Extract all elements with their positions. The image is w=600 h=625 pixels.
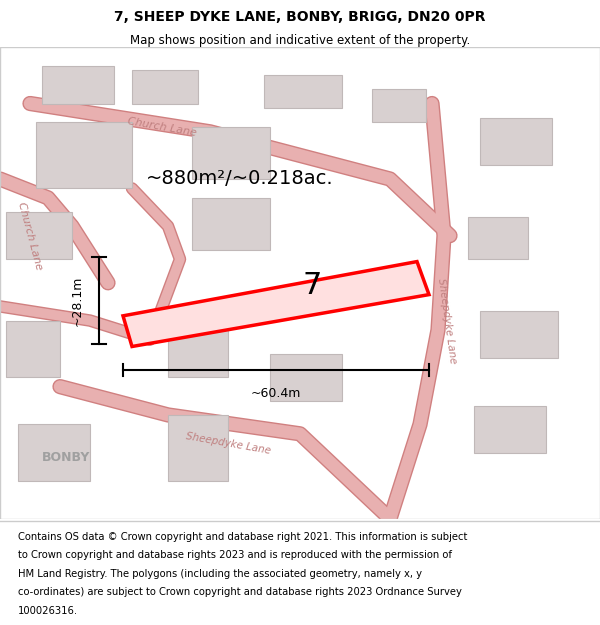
Polygon shape	[474, 406, 546, 452]
Text: ~28.1m: ~28.1m	[71, 276, 84, 326]
Text: 7, SHEEP DYKE LANE, BONBY, BRIGG, DN20 0PR: 7, SHEEP DYKE LANE, BONBY, BRIGG, DN20 0…	[114, 10, 486, 24]
Text: Contains OS data © Crown copyright and database right 2021. This information is : Contains OS data © Crown copyright and d…	[18, 531, 467, 541]
Polygon shape	[192, 127, 270, 179]
Text: 100026316.: 100026316.	[18, 606, 78, 616]
Polygon shape	[480, 311, 558, 358]
Polygon shape	[468, 217, 528, 259]
Polygon shape	[36, 122, 132, 189]
Text: Church Lane: Church Lane	[16, 201, 44, 271]
Polygon shape	[168, 415, 228, 481]
Polygon shape	[123, 262, 429, 346]
Polygon shape	[6, 321, 60, 377]
Polygon shape	[192, 198, 270, 250]
Text: Sheepdyke Lane: Sheepdyke Lane	[185, 431, 271, 456]
Polygon shape	[264, 75, 342, 108]
Polygon shape	[132, 71, 198, 104]
Text: BONBY: BONBY	[42, 451, 91, 464]
Polygon shape	[480, 118, 552, 165]
Text: Sheepdyke Lane: Sheepdyke Lane	[436, 278, 458, 364]
Text: Map shows position and indicative extent of the property.: Map shows position and indicative extent…	[130, 34, 470, 47]
Polygon shape	[372, 89, 426, 122]
Polygon shape	[270, 354, 342, 401]
Text: ~60.4m: ~60.4m	[251, 387, 301, 399]
Polygon shape	[18, 424, 90, 481]
Text: 7: 7	[302, 271, 322, 299]
Text: to Crown copyright and database rights 2023 and is reproduced with the permissio: to Crown copyright and database rights 2…	[18, 550, 452, 560]
Polygon shape	[6, 212, 72, 259]
Text: ~880m²/~0.218ac.: ~880m²/~0.218ac.	[146, 169, 334, 189]
Text: co-ordinates) are subject to Crown copyright and database rights 2023 Ordnance S: co-ordinates) are subject to Crown copyr…	[18, 588, 462, 598]
Polygon shape	[42, 66, 114, 104]
Text: Church Lane: Church Lane	[127, 116, 197, 138]
Polygon shape	[168, 321, 228, 377]
Text: HM Land Registry. The polygons (including the associated geometry, namely x, y: HM Land Registry. The polygons (includin…	[18, 569, 422, 579]
